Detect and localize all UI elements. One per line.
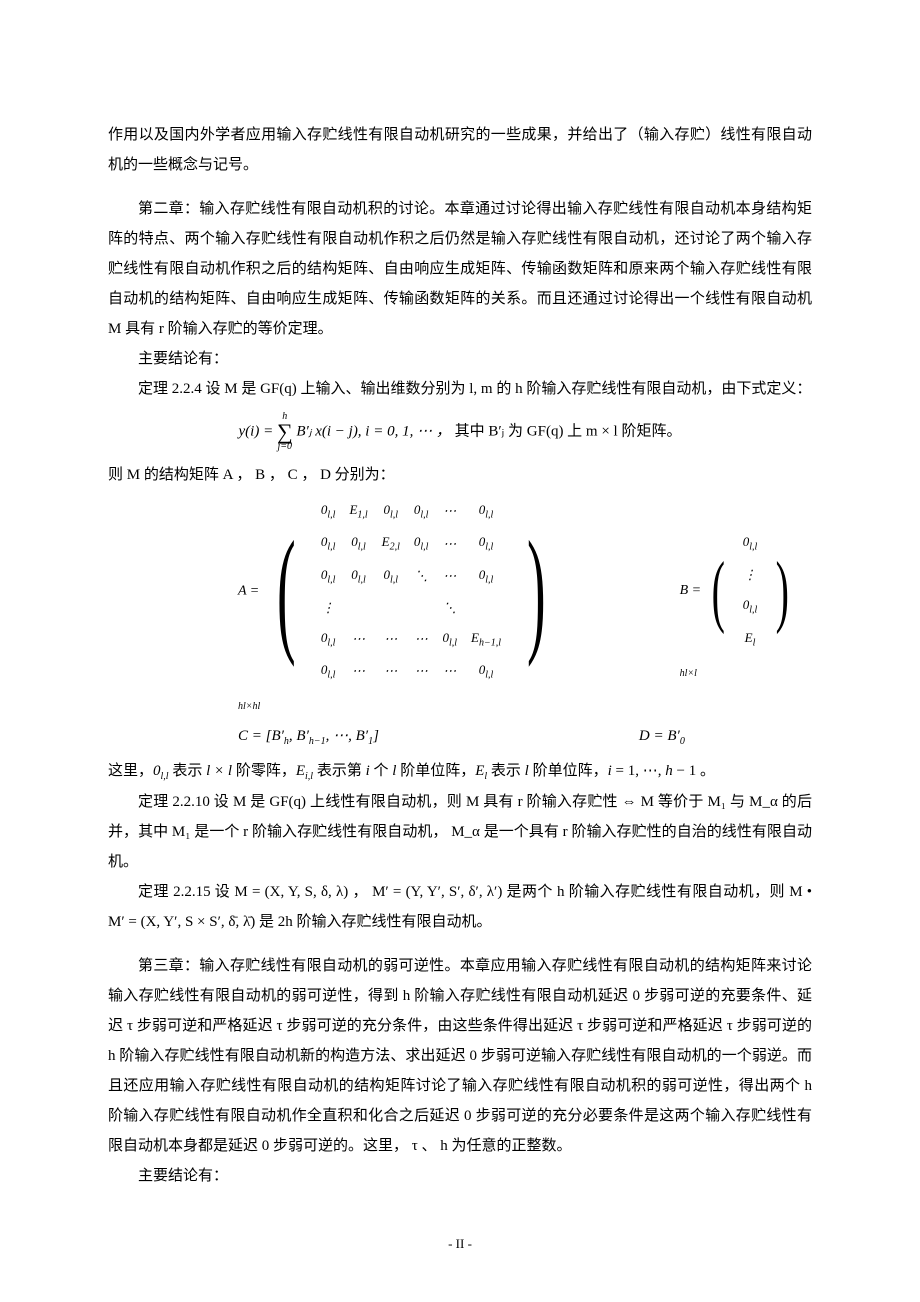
formula-lhs: y(i) = xyxy=(239,423,277,439)
matrix-A-label: A = xyxy=(238,584,259,599)
paragraph-ch2: 第二章：输入存贮线性有限自动机积的讨论。本章通过讨论得出输入存贮线性有限自动机本… xyxy=(108,194,812,344)
matrix-A: A = ( 0l,lE1,l0l,l0l,l⋯0l,l 0l,l0l,lE2,l… xyxy=(238,494,580,717)
formula-tail: 其中 B′ⱼ 为 GF(q) 上 m × l 阶矩阵。 xyxy=(455,423,682,439)
theorem-2-2-10: 定理 2.2.10 设 M 是 GF(q) 上线性有限自动机，则 M 具有 r … xyxy=(108,787,812,877)
theorem-2-2-4-lead: 定理 2.2.4 设 M 是 GF(q) 上输入、输出维数分别为 l, m 的 … xyxy=(108,374,812,404)
thm-text: 定理 2.2.4 设 M 是 GF(q) 上输入、输出维数分别为 l, m 的 … xyxy=(138,381,811,397)
paragraph-conclusions-lead: 主要结论有： xyxy=(108,344,812,374)
matrix-D: D = B′0 xyxy=(639,721,685,752)
paragraph-ch3: 第三章：输入存贮线性有限自动机的弱可逆性。本章应用输入存贮线性有限自动机的结构矩… xyxy=(108,951,812,1161)
theorem-2-2-15: 定理 2.2.15 设 M = (X, Y, S, δ, λ) ， M′ = (… xyxy=(108,877,812,937)
formula-y-i: y(i) = h ∑ j=0 B′ⱼ x(i − j), i = 0, 1, ⋯… xyxy=(108,412,812,452)
sum-symbol: h ∑ j=0 xyxy=(277,412,293,452)
formula-body: B′ⱼ x(i − j), i = 0, 1, ⋯ ， xyxy=(296,423,450,439)
sigma: ∑ xyxy=(277,422,293,442)
matrix-B-subscript: hl×l xyxy=(680,668,697,679)
page-content: 作用以及国内外学者应用输入存贮线性有限自动机研究的一些成果，并给出了（输入存贮）… xyxy=(0,0,920,1251)
paragraph-intro-cont: 作用以及国内外学者应用输入存贮线性有限自动机研究的一些成果，并给出了（输入存贮）… xyxy=(108,120,812,180)
paragraph-structure-matrices: 则 M 的结构矩阵 A ， B ， C ， D 分别为： xyxy=(108,460,812,490)
paragraph-matrix-note: 这里，0l,l 表示 l × l 阶零阵，Ei,l 表示第 i 个 l 阶单位阵… xyxy=(108,756,812,787)
matrix-A-subscript: hl×hl xyxy=(238,701,260,712)
matrix-A-body: 0l,lE1,l0l,l0l,l⋯0l,l 0l,l0l,lE2,l0l,l⋯0… xyxy=(313,494,509,689)
sum-lower: j=0 xyxy=(277,442,293,452)
paragraph-conclusions-lead-2: 主要结论有： xyxy=(108,1161,812,1191)
matrix-B-label: B = xyxy=(680,584,702,599)
matrix-B-body: 0l,l ⋮ 0l,l El xyxy=(735,526,766,656)
matrix-row-AB: A = ( 0l,lE1,l0l,l0l,l⋯0l,l 0l,l0l,lE2,l… xyxy=(238,494,812,717)
matrix-B: B = ( 0l,l ⋮ 0l,l El )hl×l xyxy=(680,526,812,684)
matrix-C: C = [B′h, B′h−1, ⋯, B′1] xyxy=(238,721,379,752)
matrix-row-CD: C = [B′h, B′h−1, ⋯, B′1] D = B′0 xyxy=(238,721,812,752)
page-footer: - II - xyxy=(0,1236,920,1252)
